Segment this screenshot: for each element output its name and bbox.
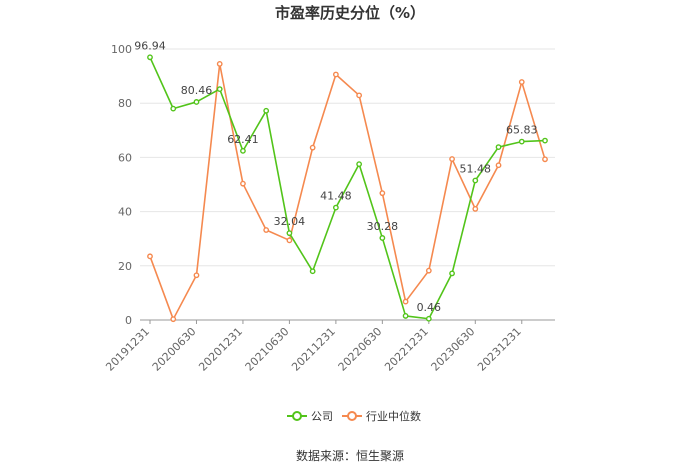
series-points — [147, 54, 548, 323]
data-point-company — [402, 313, 409, 319]
y-axis: 0 20 40 60 80 100 — [111, 43, 132, 327]
series-line-company — [149, 56, 546, 320]
data-point-company — [216, 86, 223, 93]
data-point-industry-median — [332, 71, 339, 78]
series-lines — [149, 56, 546, 320]
data-label: 65.83 — [506, 124, 538, 137]
x-tick-label: 20221231 — [382, 325, 431, 374]
data-point-company — [147, 54, 153, 61]
data-point-industry-median — [472, 205, 479, 212]
data-point-industry-median — [356, 92, 363, 99]
data-point-industry-median — [193, 272, 200, 279]
data-point-industry-median — [449, 156, 455, 162]
x-tick-label: 20231231 — [475, 325, 524, 374]
data-point-industry-median — [379, 190, 386, 197]
legend-marker-company — [292, 411, 302, 421]
data-point-industry-median — [542, 156, 548, 163]
data-point-industry-median — [425, 267, 432, 274]
data-label: 0.46 — [417, 301, 442, 314]
series-line-industry-median — [149, 63, 546, 320]
legend-label-industry-median: 行业中位数 — [366, 409, 421, 423]
data-point-company — [240, 147, 246, 154]
data-point-industry-median — [286, 237, 293, 244]
data-point-company — [495, 144, 502, 151]
legend-item-industry-median[interactable]: 行业中位数 — [342, 409, 421, 423]
data-point-company — [449, 270, 455, 277]
data-point-industry-median — [309, 144, 316, 151]
grid — [140, 48, 555, 267]
legend-marker-industry-median — [347, 411, 357, 421]
chart-title: 市盈率历史分位（%） — [275, 4, 425, 22]
data-label: 41.48 — [320, 190, 352, 203]
legend-label-company: 公司 — [311, 410, 333, 423]
data-point-industry-median — [518, 79, 525, 85]
data-label: 32.04 — [274, 215, 306, 228]
x-tick-label: 20201231 — [196, 325, 245, 374]
data-label: 80.46 — [181, 84, 213, 97]
y-tick-label: 100 — [111, 43, 132, 56]
data-source: 数据来源：恒生聚源 — [296, 448, 404, 463]
x-tick-label: 20220630 — [336, 325, 385, 374]
data-point-company — [379, 235, 386, 241]
x-axis: 2019123120200630202012312021063020211231… — [103, 319, 555, 374]
x-tick-label: 20211231 — [289, 325, 338, 374]
x-tick-label: 20200630 — [150, 325, 199, 374]
y-tick-label: 80 — [118, 97, 132, 110]
legend-item-company[interactable]: 公司 — [287, 410, 333, 423]
data-labels: 96.94 80.46 62.41 32.04 41.48 30.28 0.46 51.48 6… — [134, 39, 537, 313]
x-tick-label: 20210630 — [243, 325, 292, 374]
data-point-company — [193, 99, 200, 105]
x-tick-label: 20191231 — [103, 325, 152, 374]
y-tick-label: 20 — [118, 260, 132, 273]
data-point-industry-median — [263, 227, 270, 233]
data-point-company — [309, 268, 316, 275]
data-label: 96.94 — [134, 39, 166, 52]
y-tick-label: 40 — [118, 206, 132, 219]
data-label: 51.48 — [460, 162, 492, 175]
data-point-industry-median — [402, 298, 409, 305]
data-point-company — [263, 107, 270, 114]
data-point-company — [425, 315, 432, 322]
x-tick-label: 20230630 — [429, 325, 478, 374]
data-point-industry-median — [147, 253, 153, 260]
data-label: 62.41 — [227, 133, 259, 146]
data-point-company — [518, 138, 525, 145]
data-point-industry-median — [495, 162, 502, 169]
data-point-industry-median — [216, 61, 223, 67]
legend[interactable]: 公司 行业中位数 — [287, 409, 421, 423]
data-point-company — [286, 230, 293, 237]
data-point-industry-median — [240, 180, 246, 187]
data-label: 30.28 — [367, 220, 399, 233]
y-tick-label: 0 — [125, 314, 132, 327]
data-point-industry-median — [170, 316, 177, 323]
data-point-company — [170, 105, 177, 112]
data-point-company — [356, 161, 363, 168]
y-tick-label: 60 — [118, 151, 132, 164]
data-point-company — [542, 137, 548, 144]
data-point-company — [332, 204, 339, 211]
data-point-company — [472, 177, 479, 184]
